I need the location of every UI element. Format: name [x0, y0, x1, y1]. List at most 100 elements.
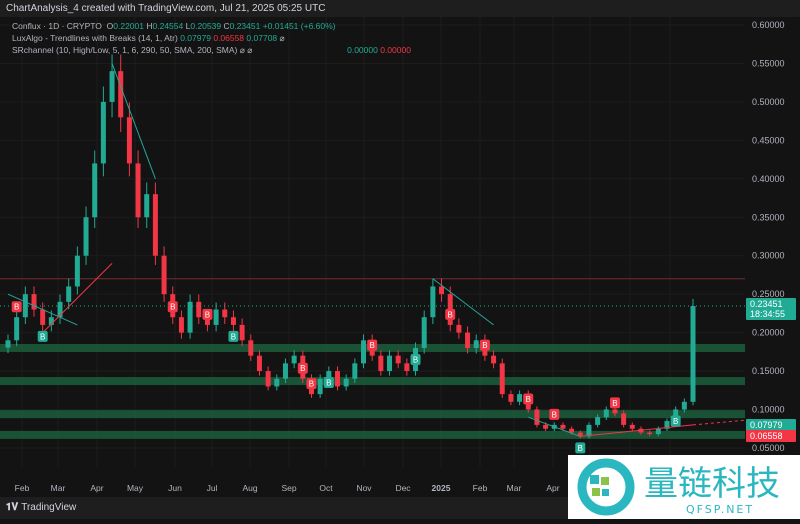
indicator-name: LuxAlgo - Trendlines with Breaks (14, 1,… — [12, 33, 178, 43]
hidden-icon[interactable]: ⌀ ⌀ — [239, 45, 253, 55]
candle — [204, 317, 210, 325]
y-tick-label: 0.45000 — [752, 135, 785, 145]
x-tick-label: Aug — [242, 483, 257, 493]
indicator-value: 0.00000 — [380, 45, 411, 55]
symbol-label[interactable]: Conflux · 1D · CRYPTO — [12, 21, 102, 31]
candle — [326, 371, 332, 379]
signal-marker-label: B — [552, 410, 557, 419]
signal-marker — [549, 408, 560, 420]
trendline — [42, 263, 113, 333]
signal-marker — [167, 301, 178, 313]
candle — [612, 409, 618, 414]
candle — [291, 355, 297, 364]
indicator-value: 0.06558 — [213, 33, 245, 43]
x-tick-label: May — [127, 483, 144, 493]
candle — [395, 355, 401, 364]
candle — [239, 324, 245, 341]
signal-marker-label: B — [612, 399, 617, 408]
chart-legend: Conflux · 1D · CRYPTO O0.22001 H0.24554 … — [12, 20, 411, 56]
trendline — [528, 416, 581, 437]
sr-zone — [0, 430, 745, 439]
x-tick-label: Mar — [51, 483, 66, 493]
high-label: H — [146, 21, 153, 31]
open-value: 0.22001 — [113, 21, 144, 31]
candle — [421, 317, 427, 348]
signal-marker — [609, 397, 620, 409]
candle — [274, 378, 280, 387]
candle — [378, 355, 384, 372]
candle — [135, 163, 141, 218]
candle — [48, 317, 54, 325]
low-label: L — [185, 21, 191, 31]
signal-marker-label: B — [370, 341, 375, 350]
candle — [491, 355, 497, 364]
signal-marker-label: B — [326, 379, 331, 388]
candle — [543, 424, 549, 429]
legend-indicator-2[interactable]: SRchannel (10, High/Low, 5, 1, 6, 290, 5… — [12, 44, 411, 56]
price-label — [746, 298, 796, 321]
indicator-value: 0.00000 — [347, 45, 378, 55]
candle — [664, 421, 670, 429]
x-tick-label: Dec — [395, 483, 411, 493]
low-value: 0.20539 — [190, 21, 222, 31]
candle — [499, 363, 505, 395]
candle — [387, 355, 393, 372]
y-tick-label: 0.30000 — [752, 251, 785, 261]
candle — [118, 71, 124, 118]
candle — [83, 217, 89, 256]
x-tick-label: Feb — [473, 483, 488, 493]
svg-text:量链科技: 量链科技 — [644, 464, 780, 504]
signal-marker-label: B — [231, 332, 236, 341]
y-tick-label: 0.55000 — [752, 58, 785, 68]
signal-marker-label: B — [14, 303, 19, 312]
candle — [629, 424, 635, 429]
header-title: ChartAnalysis_4 created with TradingView… — [6, 3, 326, 14]
brand-label[interactable]: TradingView — [21, 502, 77, 513]
x-tick-label: Feb — [15, 483, 30, 493]
signal-marker — [523, 393, 534, 405]
candle — [465, 332, 471, 348]
candle — [569, 428, 575, 433]
candle — [31, 294, 37, 310]
candle — [92, 163, 98, 218]
price-label — [746, 429, 796, 442]
candle — [404, 363, 410, 372]
signal-marker — [479, 339, 490, 351]
candle — [5, 340, 11, 348]
candle — [690, 306, 696, 402]
hidden-icon[interactable]: ⌀ — [279, 33, 285, 43]
signal-marker — [445, 308, 456, 320]
candle — [603, 409, 609, 418]
price-chart[interactable]: 0.60000 0.55000 0.50000 0.45000 0.40000 0.350… — [0, 17, 800, 497]
legend-indicator-1[interactable]: LuxAlgo - Trendlines with Breaks (14, 1,… — [12, 32, 411, 44]
candle — [282, 363, 288, 379]
candle — [647, 432, 653, 435]
candle — [152, 194, 158, 256]
y-tick-label: 0.15000 — [752, 366, 785, 376]
change-value: +0.01451 (+6.60%) — [262, 21, 336, 31]
watermark-icon: 量链科技 QFSP.NET — [577, 458, 780, 516]
signal-marker — [297, 362, 308, 374]
candle — [560, 424, 566, 429]
candle — [109, 71, 115, 102]
chart-header: ChartAnalysis_4 created with TradingView… — [0, 0, 800, 17]
y-tick-label: 0.35000 — [752, 212, 785, 222]
candle — [100, 101, 106, 164]
candle — [317, 378, 323, 395]
candle — [66, 286, 72, 302]
x-tick-label: 2025 — [432, 483, 451, 493]
x-tick-label: Apr — [546, 483, 559, 493]
candle — [456, 324, 462, 333]
candle — [74, 255, 80, 287]
candle — [517, 394, 523, 402]
candle — [40, 309, 46, 325]
y-tick-label: 0.50000 — [752, 97, 785, 107]
signal-marker-label: B — [578, 444, 583, 453]
candle — [178, 317, 184, 333]
candle — [595, 417, 601, 425]
trendline — [111, 63, 156, 179]
candle — [222, 309, 228, 318]
price-label-value: 0.07979 — [750, 420, 783, 430]
countdown-label: 18:34:55 — [750, 309, 785, 319]
price-label-value: 0.06558 — [750, 431, 783, 441]
